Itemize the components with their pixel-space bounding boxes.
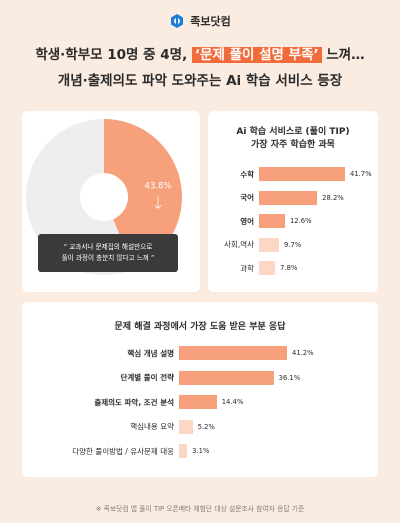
bar (259, 261, 276, 275)
bar (259, 190, 318, 205)
bar-row: 사회,역사 9.7% (214, 237, 302, 252)
donut-annotation: “ 교과서나 문제집의 해설만으로 풀이 과정이 충분치 않다고 느껴 ” (38, 234, 178, 272)
brand-logo-icon (171, 14, 184, 28)
bar-category-label: 국어 (240, 193, 254, 202)
donut-pointer-arrow (154, 196, 162, 209)
bar-row: 단계별 풀이 전략 36.1% (34, 370, 301, 385)
footer-note: ※ 족보닷컴 앱 풀이 TIP 오픈베타 체험단 대상 설문조사 참여자 응답 … (95, 505, 305, 513)
bar-row: 핵심 개념 설명 41.2% (34, 346, 314, 360)
bar-value-label: 5.2% (197, 422, 215, 431)
bar-row: 핵심내용 요약 5.2% (34, 419, 215, 434)
bar-category-label: 수학 (240, 169, 254, 179)
subject-chart-title-line-1: Ai 학습 서비스로 (풀이 TIP) (236, 127, 350, 137)
bar-value-label: 28.2% (322, 193, 344, 202)
bar-category-label: 과학 (240, 263, 254, 273)
brand-logo: 족보닷컴 (0, 13, 400, 29)
bar-value-label: 41.2% (292, 349, 314, 357)
help-bar-chart-card: 문제 해결 과정에서 가장 도움 받은 부분 응답 핵심 개념 설명 41.2% 단… (22, 302, 378, 477)
bar (259, 214, 285, 228)
bar-category-label: 핵심내용 요약 (130, 422, 174, 431)
headline-line-1: 학생·학부모 10명 중 4명, ‘문제 풀이 설명 부족’ 느껴… (0, 44, 400, 66)
bar-row: 과학 7.8% (214, 261, 297, 275)
bar-category-label: 영어 (240, 216, 254, 226)
bar-value-label: 14.4% (221, 398, 244, 406)
headline-line-2: 개념·출제의도 파악 도와주는 Ai 학습 서비스 등장 (57, 73, 343, 89)
bar-value-label: 36.1% (278, 373, 301, 382)
subject-bar-chart-card: Ai 학습 서비스로 (풀이 TIP) 가장 자주 학습한 과목 수학 41.7%… (208, 111, 378, 292)
headline-highlight: ‘문제 풀이 설명 부족’ (191, 47, 322, 63)
subject-chart-title: Ai 학습 서비스로 (풀이 TIP) 가장 자주 학습한 과목 (208, 126, 378, 152)
headline: 학생·학부모 10명 중 4명, ‘문제 풀이 설명 부족’ 느껴… 개념·출제… (0, 44, 400, 93)
bar-value-label: 7.8% (280, 264, 298, 272)
bar-value-label: 12.6% (289, 217, 312, 225)
donut-annotation-line-1: “ 교과서나 문제집의 해설만으로 (63, 243, 153, 251)
bar-row: 수학 41.7% (214, 167, 372, 181)
bar-value-label: 41.7% (350, 170, 372, 178)
bar-row: 국어 28.2% (214, 190, 344, 205)
bar-category-label: 출제의도 파악, 조건 분석 (94, 397, 174, 407)
subject-chart-title-line-2: 가장 자주 학습한 과목 (251, 140, 335, 150)
donut-value-label: 43.8% (144, 181, 171, 191)
bar (179, 444, 188, 458)
bar-category-label: 단계별 풀이 전략 (120, 373, 174, 382)
donut-slice-main (104, 119, 183, 270)
bar (179, 395, 217, 409)
bar-row: 출제의도 파악, 조건 분석 14.4% (34, 395, 243, 409)
brand-name: 족보닷컴 (190, 15, 231, 28)
bar-category-label: 다양한 풀이방법 / 유사문제 대응 (72, 446, 174, 456)
bar (259, 167, 345, 181)
headline-line-1-after: 느껴… (321, 47, 365, 63)
bar-category-label: 사회,역사 (224, 240, 254, 249)
bar-value-label: 9.7% (284, 240, 302, 249)
bar-row: 다양한 풀이방법 / 유사문제 대응 3.1% (34, 444, 209, 458)
donut-annotation-line-2: 풀이 과정이 충분치 않다고 느껴 ” (61, 254, 155, 262)
bar-category-label: 핵심 개념 설명 (127, 348, 174, 358)
bar (179, 370, 274, 385)
bar (179, 419, 193, 434)
bar-value-label: 3.1% (192, 447, 210, 455)
headline-line-1-before: 학생·학부모 10명 중 4명, (35, 47, 192, 63)
help-chart-title: 문제 해결 과정에서 가장 도움 받은 부분 응답 (114, 322, 286, 332)
bar (179, 346, 287, 360)
bar-row: 영어 12.6% (214, 214, 312, 228)
bar (259, 237, 279, 252)
